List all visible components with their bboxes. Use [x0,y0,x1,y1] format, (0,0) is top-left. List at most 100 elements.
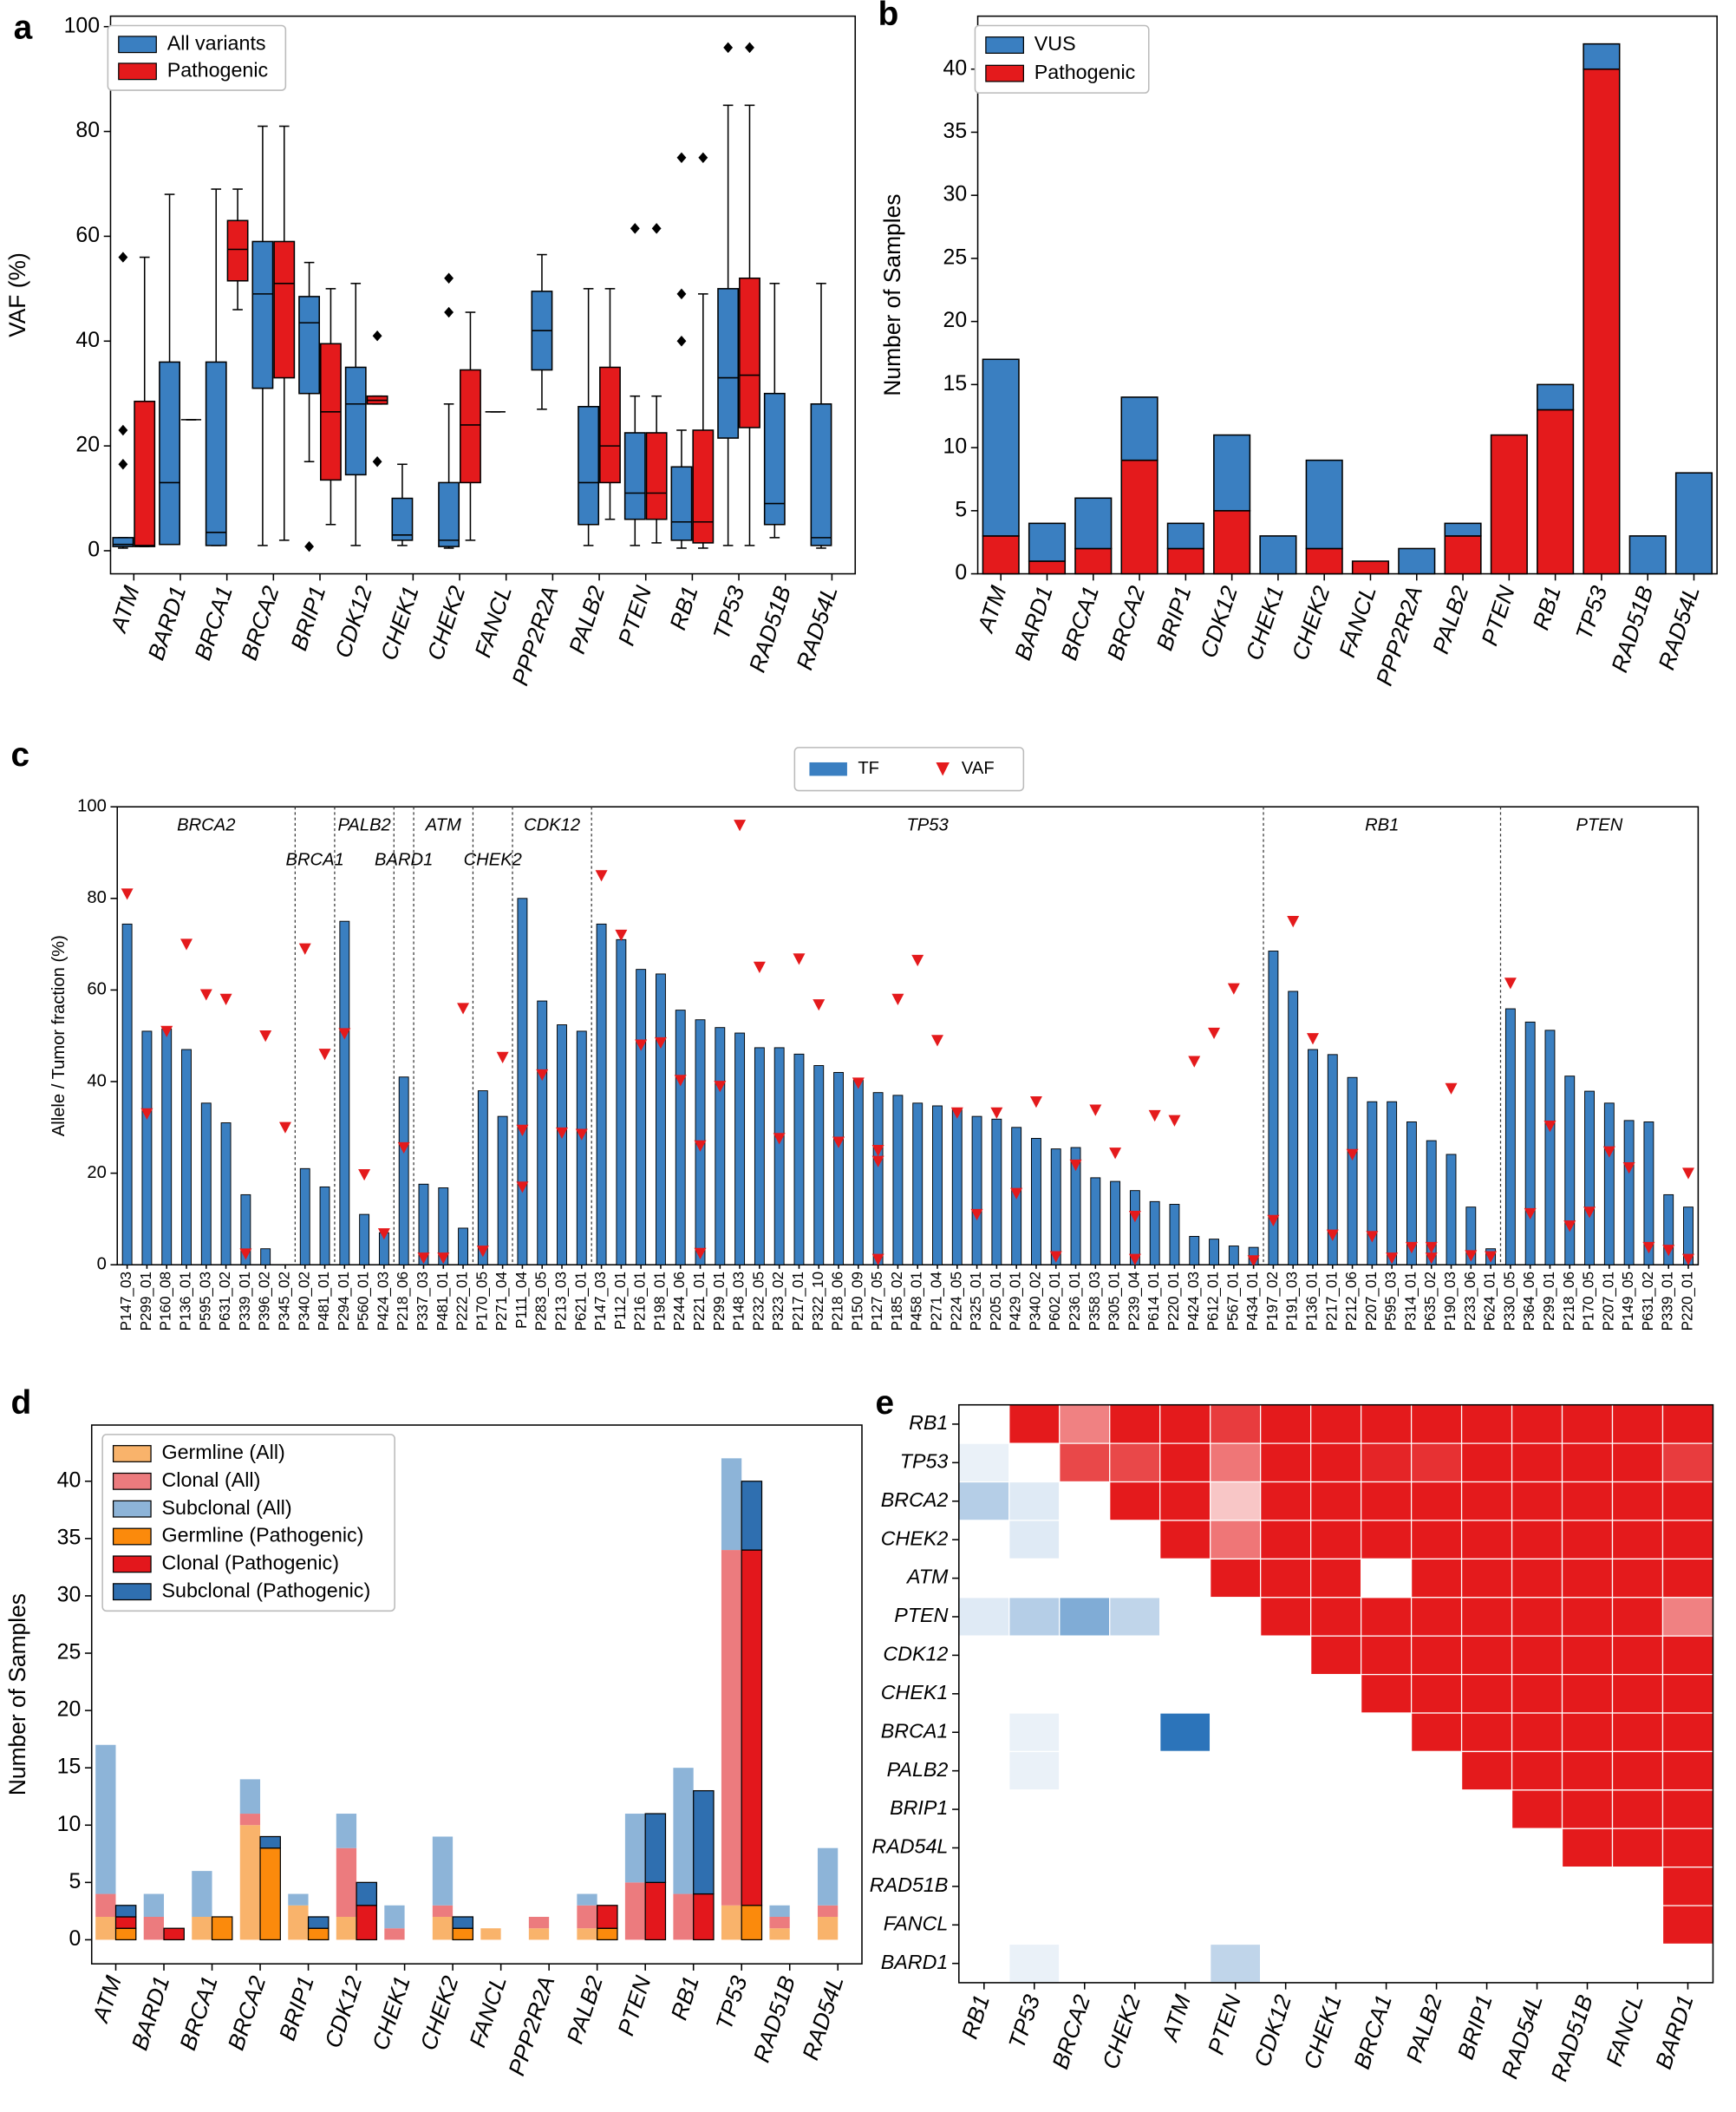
heatmap-cell [1109,1828,1161,1868]
tf-bar [1228,1246,1239,1265]
heatmap-cell [1210,1442,1262,1483]
y-tick-label: 5 [955,498,967,521]
heatmap-cell [1310,1905,1362,1945]
bar-segment [1490,434,1528,575]
legend-label: VAF [962,759,995,778]
sample-label: P244_06 [671,1272,688,1331]
x-tick-label: RAD51B [748,1972,800,2065]
heatmap-cell [1611,1712,1664,1753]
vaf-marker [1465,1250,1478,1262]
box [578,406,600,526]
legend-frame [793,747,1025,792]
legend-label: Clonal (Pathogenic) [161,1552,338,1574]
heatmap-cell [1511,1673,1563,1714]
heatmap-cell [1661,1481,1714,1521]
x-tick-label: TP53 [711,1972,753,2033]
y-tick-label: 60 [87,980,106,999]
heatmap-cell [1661,1943,1714,1984]
heatmap-cell [1109,1943,1161,1984]
tf-bar [872,1092,884,1265]
sample-label: P567_01 [1224,1272,1241,1331]
legend-swatch [985,64,1024,82]
heatmap-cell [958,1635,1010,1676]
heatmap-cell [1159,1867,1211,1906]
legend-marker [936,762,950,776]
heatmap-cell [1611,1404,1664,1444]
tf-bar [1584,1090,1595,1265]
y-axis-label: Number of Samples [879,194,905,396]
bar-segment [1444,522,1482,537]
row-label: PTEN [894,1604,948,1626]
bar-segment [384,1905,405,1929]
tf-bar [458,1227,468,1265]
sample-label: P111_04 [513,1272,530,1329]
bar-segment [769,1928,790,1940]
bar-segment [1351,560,1390,575]
y-tick-label: 40 [943,56,968,80]
legend-label: Pathogenic [1034,61,1136,83]
bar-segment [114,1905,137,1918]
heatmap-cell [1460,1750,1513,1791]
tf-bar [1603,1102,1615,1265]
tf-bar [932,1105,943,1265]
vaf-marker [1128,1253,1141,1265]
x-tick-label: BRIP1 [274,1972,319,2043]
heatmap-cell [1109,1520,1161,1559]
sample-label: P220_01 [1680,1272,1696,1331]
bar-segment [95,1744,116,1894]
x-tick-label: RAD54L [1497,1991,1548,2082]
group-label: ATM [425,815,461,834]
x-tick-label: RB1 [664,583,702,633]
y-tick-label: 0 [88,539,100,562]
vaf-marker [476,1246,489,1258]
x-tick-label: PALB2 [564,583,610,657]
row-label: ATM [905,1566,949,1588]
y-tick-label: 0 [97,1255,107,1274]
bar-segment [597,1927,618,1941]
heatmap-cell [1159,1750,1211,1791]
x-tick-label: PTEN [1476,582,1520,649]
heatmap-cell [1361,1442,1413,1483]
heatmap-cell [1109,1750,1161,1791]
heatmap-cell [1661,1520,1714,1559]
heatmap-cell [1059,1905,1111,1945]
box [460,369,481,484]
sample-label: P218_06 [830,1272,846,1331]
heatmap-cell [1511,1789,1563,1829]
vaf-marker [1227,983,1240,995]
legend-swatch [118,36,157,54]
vaf-marker [615,929,628,942]
heatmap-cell [1661,1673,1714,1714]
sample-label: P217_01 [1323,1272,1340,1331]
row-label: RAD51B [870,1873,949,1896]
tf-bar [1524,1021,1536,1265]
sample-label: P271_04 [929,1272,945,1331]
heatmap-cell [1460,1905,1513,1945]
heatmap-cell [1611,1481,1664,1521]
heatmap-cell [1460,1943,1513,1984]
sample-label: P424_03 [375,1272,391,1331]
tf-bar [1446,1154,1457,1265]
heatmap-cell [1561,1520,1614,1559]
x-tick-label: PTEN [1203,1991,1247,2057]
vaf-marker [516,1124,529,1136]
heatmap-cell [1361,1828,1413,1868]
heatmap-cell [1561,1905,1614,1945]
heatmap-cell [1109,1867,1161,1906]
sample-label: P205_01 [988,1272,1004,1331]
sample-label: P337_03 [414,1272,431,1331]
bar-segment [817,1847,839,1906]
sample-label: P197_02 [1264,1272,1281,1331]
heatmap-cell [1008,1481,1061,1521]
vaf-marker [891,993,904,1005]
vaf-marker [180,938,193,951]
legend-label: All variants [167,31,266,54]
legend-swatch [112,1472,152,1490]
vaf-marker [1682,1167,1694,1180]
row-label: CDK12 [883,1643,948,1665]
heatmap-cell [1511,1597,1563,1637]
heatmap-cell [1008,1635,1061,1676]
tf-bar [636,969,647,1265]
